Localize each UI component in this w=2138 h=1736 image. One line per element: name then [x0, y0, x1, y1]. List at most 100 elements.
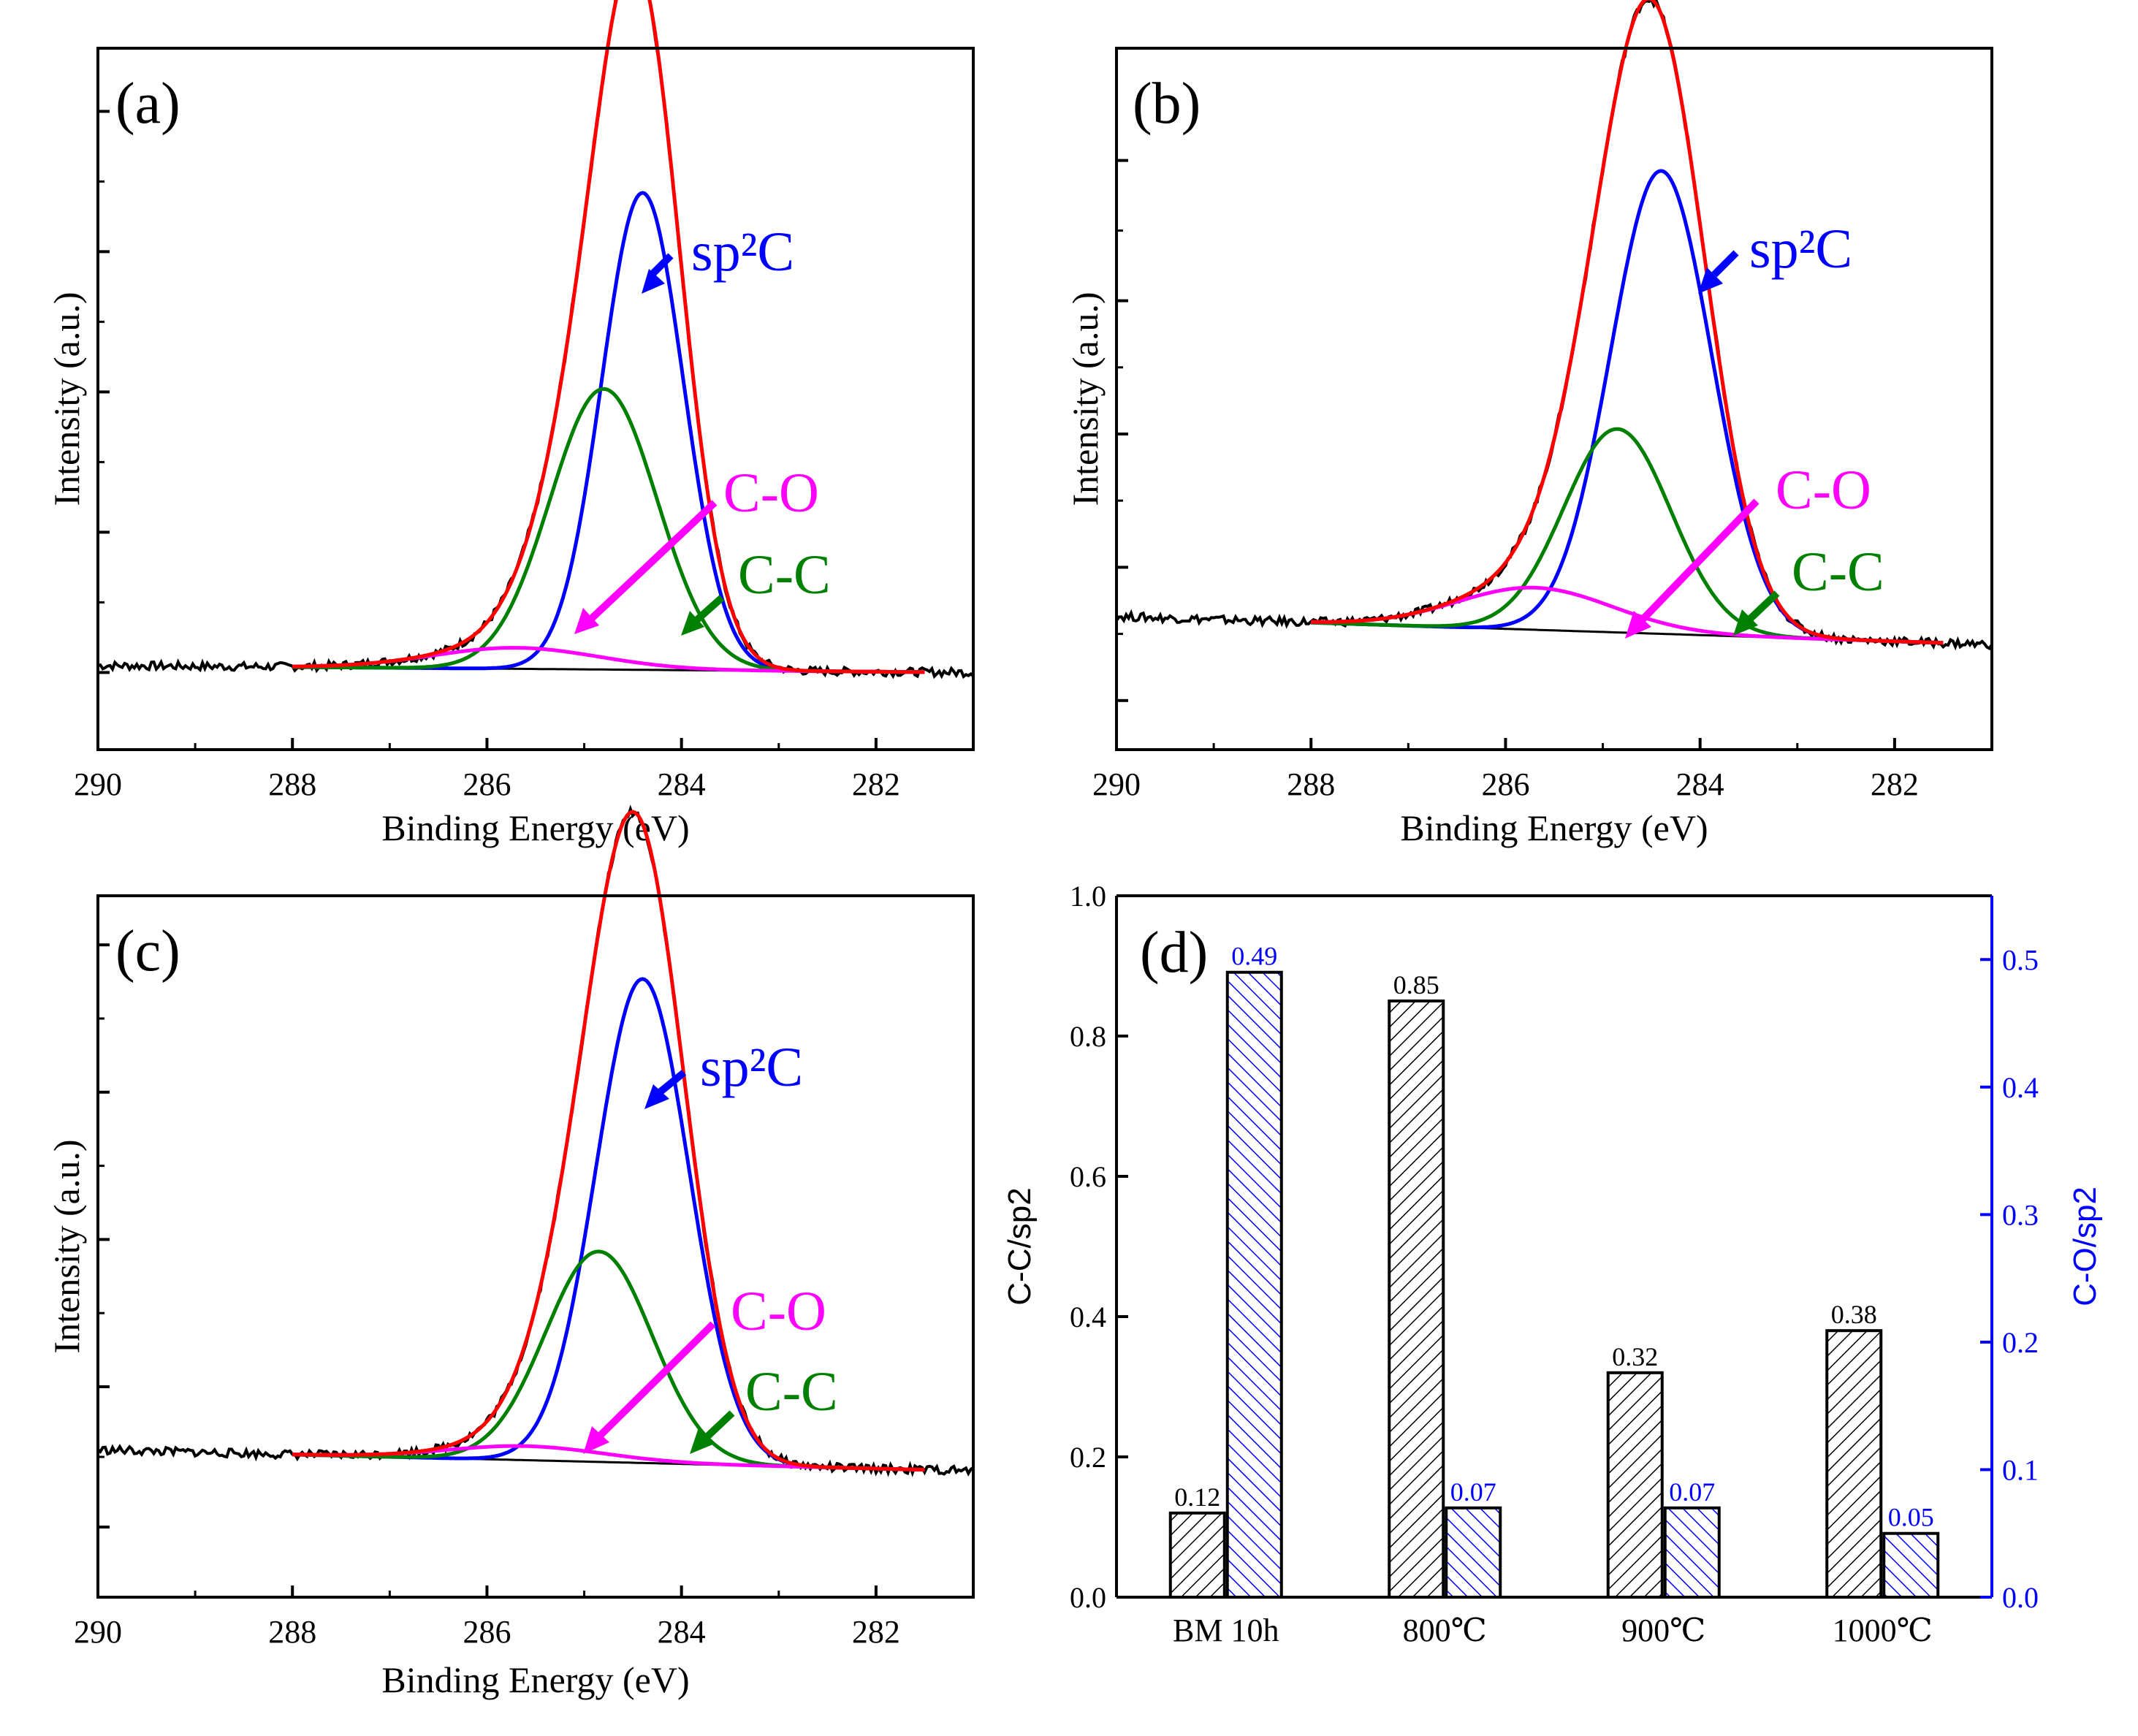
bar-co-sp2: [1663, 1506, 1721, 1599]
bar-cc-sp2-value-label: 0.85: [1393, 970, 1439, 1000]
xps-panel-b: 290 288 286 284 282 (b) Binding Energy (eV) …: [1065, 0, 1993, 848]
panel-c-annotation-sp2c: sp²C: [644, 1037, 803, 1109]
left-y-tick-label: 0.2: [1070, 1441, 1106, 1474]
experimental-trace: [96, 804, 975, 1477]
panel-a-label: (a): [115, 72, 180, 136]
x-tick-label: 282: [852, 1614, 900, 1650]
bar-cc-sp2: [1168, 1511, 1226, 1599]
bar-co-sp2: [1225, 970, 1283, 1599]
panel-b-annotation-co: C-O: [1625, 460, 1871, 639]
panel-d-x-ticks: BM 10h 800℃ 900℃ 1000℃: [1173, 1613, 1933, 1648]
panel-a-annotation-cc: C-C: [681, 544, 831, 636]
panel-c-plot-frame: [96, 894, 975, 1599]
panel-d-left-y-ticks: 0.0 0.2 0.4 0.6 0.8 1.0: [1070, 880, 1128, 1614]
x-tick-label: 284: [658, 766, 706, 802]
category-label: BM 10h: [1173, 1613, 1279, 1648]
panel-c-annotation-co: C-O: [583, 1281, 826, 1454]
x-tick-label: 288: [268, 766, 316, 802]
bar-cc-sp2-value-label: 0.12: [1174, 1482, 1220, 1512]
bar-co-sp2-value-label: 0.05: [1888, 1503, 1934, 1532]
panel-c-annotation-co-label: C-O: [731, 1281, 826, 1342]
panel-b-curves: [1115, 0, 1993, 651]
panel-a-annotation-co: C-O: [574, 462, 819, 634]
fit-envelope-curve: [292, 0, 925, 674]
x-tick-label: 288: [268, 1614, 316, 1650]
bar-co-sp2: [1445, 1506, 1502, 1599]
panel-b-x-axis-label: Binding Energy (eV): [1400, 807, 1708, 848]
bar-cc-sp2: [1825, 1329, 1883, 1599]
panel-b-annotation-cc-label: C-C: [1792, 541, 1884, 603]
category-label: 1000℃: [1833, 1613, 1933, 1648]
xps-panel-c: 290 288 286 284 282 (c) Binding Energy (eV) …: [46, 804, 975, 1700]
bar-cc-sp2-value-label: 0.32: [1612, 1342, 1658, 1371]
panel-b-y-ticks: [1116, 159, 1128, 702]
bar-co-sp2: [1882, 1531, 1940, 1599]
panel-c-annotation-cc: C-C: [690, 1361, 838, 1454]
x-tick-label: 282: [852, 766, 900, 802]
experimental-trace: [97, 0, 975, 679]
panel-a-annotation-co-label: C-O: [723, 462, 819, 524]
left-y-tick-label: 0.6: [1070, 1160, 1106, 1193]
component-c-c-curve: [292, 387, 925, 674]
panel-a-curves: [97, 0, 975, 679]
bar-co-sp2-value-label: 0.07: [1669, 1477, 1715, 1507]
left-y-tick-label: 1.0: [1070, 880, 1106, 913]
left-y-tick-label: 0.4: [1070, 1301, 1106, 1333]
fit-envelope-curve: [292, 810, 925, 1472]
panel-c-annotation-sp2c-label: sp²C: [700, 1037, 803, 1098]
xps-panel-a: 290 288 286 284 282 (a) Binding Energy (eV) …: [46, 0, 975, 848]
panel-a-annotation-sp2c: sp²C: [642, 221, 794, 294]
category-label: 900℃: [1621, 1613, 1705, 1648]
panel-a-annotation-sp2c-label: sp²C: [691, 221, 794, 283]
panel-d-label: (d): [1140, 921, 1208, 985]
panel-d-left-y-axis-label: C-C/sp2: [1002, 1187, 1038, 1305]
bar-cc-sp2: [1388, 1000, 1445, 1599]
panel-c-x-axis-label: Binding Energy (eV): [381, 1659, 689, 1700]
panel-d-right-y-axis-label: C-O/sp2: [2067, 1187, 2103, 1306]
panel-c-curves: [96, 804, 975, 1477]
x-tick-label: 288: [1287, 766, 1335, 802]
x-tick-label: 286: [1481, 766, 1529, 802]
x-tick-label: 284: [1676, 766, 1724, 802]
panel-b-label: (b): [1133, 72, 1201, 136]
category-label: 800℃: [1403, 1613, 1487, 1648]
panel-b-x-ticks: 290 288 286 284 282: [1092, 738, 1919, 802]
x-tick-label: 290: [1092, 766, 1141, 802]
bar-co-sp2-value-label: 0.49: [1231, 942, 1277, 971]
panel-a-plot-frame: [96, 47, 975, 751]
panel-b-annotation-sp2c-label: sp²C: [1749, 218, 1852, 280]
x-tick-label: 286: [463, 1614, 511, 1650]
panel-a-y-ticks: [98, 110, 110, 674]
bar-co-sp2-value-label: 0.07: [1450, 1477, 1496, 1507]
x-tick-label: 290: [74, 1614, 122, 1650]
panel-b-annotation-sp2c: sp²C: [1698, 218, 1852, 294]
right-y-tick-label: 0.1: [2002, 1453, 2039, 1486]
panel-b-y-axis-label: Intensity (a.u.): [1065, 292, 1106, 506]
panel-b-annotation-cc: C-C: [1733, 541, 1884, 636]
left-y-tick-label: 0.0: [1070, 1581, 1106, 1614]
panel-c-y-axis-label: Intensity (a.u.): [46, 1140, 87, 1354]
x-tick-label: 286: [463, 766, 511, 802]
panel-c-label: (c): [115, 919, 180, 983]
x-tick-label: 290: [74, 766, 122, 802]
panel-d-bars: 0.12 0.49 0.85 0.07 0.32 0.07 0.38 0.05: [1168, 942, 1940, 1599]
panel-c-y-ticks: [98, 943, 110, 1528]
panel-b-plot-frame: [1115, 47, 1993, 751]
x-tick-label: 282: [1871, 766, 1919, 802]
right-y-tick-label: 0.0: [2002, 1581, 2039, 1614]
bar-panel-d: 0.120.490.850.070.320.070.380.05 0.00.20…: [1002, 880, 2103, 1648]
right-y-tick-label: 0.4: [2002, 1071, 2039, 1104]
bar-cc-sp2: [1606, 1371, 1664, 1599]
x-tick-label: 284: [658, 1614, 706, 1650]
panel-b-annotation-co-label: C-O: [1776, 460, 1871, 521]
panel-a-x-ticks: 290 288 286 284 282: [74, 738, 900, 802]
right-y-tick-label: 0.2: [2002, 1326, 2039, 1359]
left-y-tick-label: 0.8: [1070, 1020, 1106, 1053]
right-y-tick-label: 0.3: [2002, 1198, 2039, 1231]
panel-a-annotation-cc-label: C-C: [738, 544, 831, 606]
right-y-tick-label: 0.5: [2002, 943, 2039, 976]
fit-envelope-curve: [1311, 0, 1944, 645]
panel-d-right-y-ticks: 0.0 0.1 0.2 0.3 0.4 0.5: [1980, 943, 2039, 1614]
panel-a-y-axis-label: Intensity (a.u.): [46, 292, 87, 506]
